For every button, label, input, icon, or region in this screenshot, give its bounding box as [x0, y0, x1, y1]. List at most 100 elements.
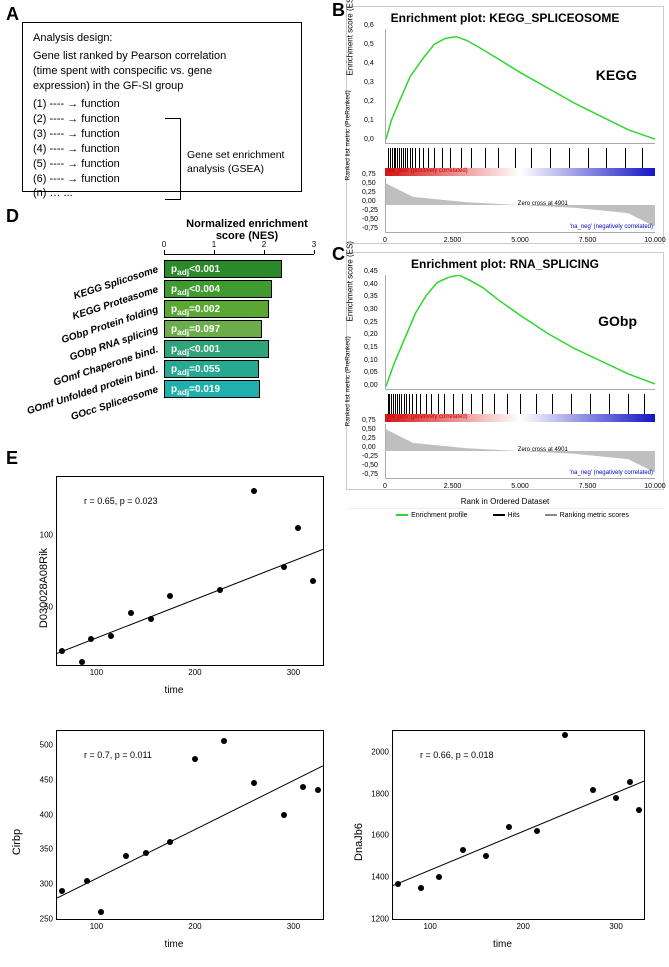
- scatter-xtick: 100: [90, 665, 103, 677]
- panel-a-box: Analysis design: Gene list ranked by Pea…: [22, 22, 302, 192]
- scatter-xtick: 300: [287, 665, 300, 677]
- gsea-pos-label: 'na_pos' (positively correlated): [387, 414, 468, 420]
- gsea-es-ylabel: Enrichment score (ES): [346, 0, 355, 76]
- gsea-ytick-lower: 0,25: [362, 435, 376, 442]
- scatter-xtick: 200: [188, 665, 201, 677]
- panel-d-bar: padj=0.055: [164, 360, 259, 378]
- gsea-ytick: 0,15: [364, 344, 378, 351]
- gsea-ytick: 0,5: [364, 41, 374, 48]
- gsea-ytick-lower: -0,75: [362, 225, 378, 232]
- gsea-xtick: 10.000: [644, 237, 665, 244]
- gsea-ytick: 0,45: [364, 268, 378, 275]
- gsea-ytick: 0,40: [364, 281, 378, 288]
- gsea-annotation: KEGG: [596, 67, 637, 83]
- scatter-ytick: 2000: [371, 747, 393, 756]
- gsea-legend: Enrichment profileHitsRanking metric sco…: [347, 508, 663, 522]
- gsea-ytick: 0,35: [364, 293, 378, 300]
- gsea-ytick-lower: -0,25: [362, 453, 378, 460]
- gsea-gradient: 'na_pos' (positively correlated): [385, 168, 655, 176]
- gsea-ytick-lower: 0,75: [362, 171, 376, 178]
- gsea-xtick: 0: [383, 483, 387, 490]
- panel-d-axis-tick: 2: [262, 240, 266, 249]
- gsea-ytick: 0,1: [364, 117, 374, 124]
- panel-d-axis: [164, 254, 314, 255]
- gsea-es-ylabel: Enrichment score (ES): [346, 241, 355, 321]
- gsea-ytick-lower: -0,75: [362, 471, 378, 478]
- gsea-rank-plot: Ranked list metric (PreRanked)Zero cross…: [385, 424, 655, 479]
- scatter-xtick: 300: [609, 919, 622, 931]
- gsea-xtick: 7.500: [579, 237, 597, 244]
- scatter-xtick: 300: [287, 919, 300, 931]
- scatter-cirbp: 250300350400450500100200300Cirbptimer = …: [14, 722, 334, 950]
- gsea-neg-label: 'na_neg' (negatively correlated): [570, 224, 653, 230]
- scatter-ytick: 1200: [371, 915, 393, 924]
- gsea-ytick: 0,20: [364, 331, 378, 338]
- gsea-pos-label: 'na_pos' (positively correlated): [387, 168, 468, 174]
- scatter-ylabel: D030028A08Rik: [38, 548, 50, 628]
- gsea-plot-gobp: Enrichment plot: RNA_SPLICINGEnrichment …: [346, 252, 664, 490]
- gsea-ytick-lower: 0,50: [362, 180, 376, 187]
- gsea-ytick-lower: 0,75: [362, 417, 376, 424]
- gsea-xtick: 2.500: [444, 483, 462, 490]
- gsea-legend-item: Ranking metric scores: [530, 512, 629, 519]
- scatter-stats: r = 0.66, p = 0.018: [420, 750, 494, 760]
- gsea-rank-ylabel: Ranked list metric (PreRanked): [345, 336, 352, 426]
- panel-a-row: (3) ---- → function: [33, 127, 291, 142]
- gsea-title: Enrichment plot: RNA_SPLICING: [347, 253, 663, 275]
- panel-a-row: (1) ---- → function: [33, 97, 291, 112]
- scatter-dnajb6: 12001400160018002000100200300DnaJb6timer…: [350, 722, 655, 950]
- scatter-ytick: 100: [40, 530, 57, 539]
- gsea-ytick: 0,10: [364, 357, 378, 364]
- gsea-ytick-lower: 0,25: [362, 189, 376, 196]
- scatter-stats: r = 0.65, p = 0.023: [84, 496, 158, 506]
- scatter-xlabel: time: [165, 685, 184, 696]
- panel-d-barchart: Normalized enrichment score (NES) 0123pa…: [14, 218, 326, 428]
- scatter-xtick: 200: [516, 919, 529, 931]
- panel-d-bar: padj=0.097: [164, 320, 262, 338]
- scatter-xtick: 100: [90, 919, 103, 931]
- scatter-ytick: 500: [40, 740, 57, 749]
- panel-d-bar: padj=0.002: [164, 300, 269, 318]
- scatter-stats: r = 0.7, p = 0.011: [84, 750, 152, 760]
- gsea-ytick: 0,00: [364, 382, 378, 389]
- gsea-ytick: 0,6: [364, 22, 374, 29]
- scatter-xtick: 100: [423, 919, 436, 931]
- gsea-plot-kegg: Enrichment plot: KEGG_SPLICEOSOMEEnrichm…: [346, 6, 664, 244]
- gsea-ytick-lower: -0,50: [362, 462, 378, 469]
- scatter-xlabel: time: [165, 939, 184, 950]
- panel-d-bar: padj=0.019: [164, 380, 260, 398]
- gsea-ytick: 0,2: [364, 98, 374, 105]
- scatter-d030: 50100100200300D030028A08Riktimer = 0.65,…: [14, 468, 334, 696]
- gsea-zero-cross: Zero cross at 4901: [518, 201, 568, 207]
- gsea-legend-item: Hits: [478, 512, 520, 519]
- scatter-ytick: 400: [40, 810, 57, 819]
- gsea-xtick: 5.000: [511, 237, 529, 244]
- gsea-xtick: 7.500: [579, 483, 597, 490]
- panel-d-bar: padj<0.001: [164, 260, 282, 278]
- gsea-ytick-lower: -0,25: [362, 207, 378, 214]
- gsea-ytick-lower: 0,00: [362, 444, 376, 451]
- scatter-ytick: 1600: [371, 831, 393, 840]
- scatter-ytick: 1800: [371, 789, 393, 798]
- scatter-ytick: 250: [40, 915, 57, 924]
- panel-d-title: Normalized enrichment score (NES): [182, 218, 312, 242]
- gsea-neg-label: 'na_neg' (negatively correlated): [570, 470, 653, 476]
- gsea-ytick: 0,30: [364, 306, 378, 313]
- gsea-xtick: 10.000: [644, 483, 665, 490]
- panel-a-line2: (time spent with conspecific vs. gene: [33, 64, 291, 79]
- panel-d-axis-tick: 1: [212, 240, 216, 249]
- gsea-ytick-lower: 0,00: [362, 198, 376, 205]
- gsea-es-plot: Enrichment score (ES)0,000,050,100,150,2…: [385, 275, 655, 390]
- gsea-zero-cross: Zero cross at 4901: [518, 447, 568, 453]
- gsea-xtick: 2.500: [444, 237, 462, 244]
- gsea-rank-ylabel: Ranked list metric (PreRanked): [345, 90, 352, 180]
- panel-a-title: Analysis design:: [33, 31, 291, 46]
- scatter-xlabel: time: [493, 939, 512, 950]
- gsea-ytick: 0,25: [364, 319, 378, 326]
- gsea-xlabel: Rank in Ordered Dataset: [347, 497, 663, 506]
- gsea-ytick-lower: 0,50: [362, 426, 376, 433]
- panel-c-label: C: [332, 244, 345, 265]
- gsea-es-plot: Enrichment score (ES)0,00,10,20,30,40,50…: [385, 29, 655, 144]
- panel-b-label: B: [332, 0, 345, 21]
- panel-a-row: (n) … ...: [33, 186, 291, 201]
